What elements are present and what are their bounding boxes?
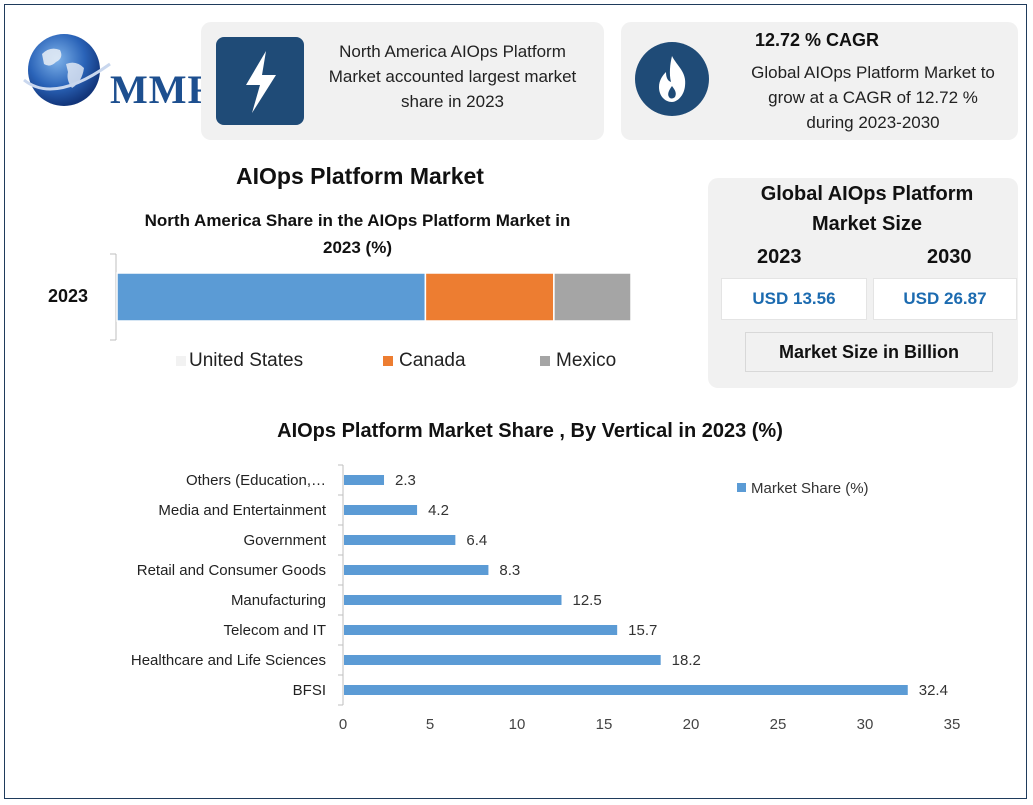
market-size-value-2030: USD 26.87 [873, 278, 1017, 320]
cagr-title: 12.72 % CAGR [755, 30, 880, 50]
legend-label-mexico: Mexico [556, 350, 617, 371]
category-label: BFSI [293, 682, 326, 699]
value-label: 15.7 [628, 622, 657, 639]
category-label: Government [243, 532, 326, 549]
lightning-icon [216, 37, 304, 125]
x-tick-label: 0 [339, 716, 347, 733]
stacked-chart-title: North America Share in the AIOps Platfor… [144, 211, 571, 257]
info-card-text: Global AIOps Platform Market to grow at … [751, 63, 995, 132]
info-card-north-america: North America AIOps Platform Market acco… [201, 22, 604, 140]
market-size-value-2023: USD 13.56 [721, 278, 867, 320]
mmr-logo: MMR [14, 24, 216, 114]
bar [344, 475, 385, 485]
globe-icon [23, 34, 111, 106]
x-tick-label: 35 [944, 716, 961, 733]
bar [344, 535, 456, 545]
category-label: Manufacturing [231, 592, 326, 609]
value-label: 6.4 [466, 532, 487, 549]
info-card-cagr: 12.72 % CAGR Global AIOps Platform Marke… [621, 22, 1018, 140]
market-size-title: Global AIOps Platform Market Size [760, 183, 974, 235]
infographic-frame [4, 4, 1027, 799]
category-label: Healthcare and Life Sciences [131, 652, 326, 669]
x-tick-label: 5 [426, 716, 434, 733]
category-label: Retail and Consumer Goods [137, 562, 326, 579]
value-label: 12.5 [573, 592, 602, 609]
stacked-chart [110, 253, 632, 341]
stacked-chart-category-label: 2023 [48, 286, 89, 306]
category-label: Others (Education,… [186, 472, 326, 489]
x-tick-label: 25 [770, 716, 787, 733]
x-tick-label: 20 [683, 716, 700, 733]
value-label: 8.3 [499, 562, 520, 579]
logo-text: MMR [110, 67, 218, 112]
market-size-year-2030: 2030 [927, 246, 972, 268]
bar [344, 655, 661, 665]
main-title: AIOps Platform Market [236, 163, 484, 189]
value-label: 32.4 [919, 682, 948, 699]
market-size-year-2023: 2023 [757, 246, 802, 268]
value-label: 2.3 [395, 472, 416, 489]
bar [344, 595, 562, 605]
vertical-chart: Others (Education,… Media and Entertainme… [131, 464, 961, 733]
bar [344, 565, 489, 575]
legend-label-canada: Canada [399, 350, 466, 371]
bar [344, 625, 618, 635]
legend-label-united-states: United States [189, 350, 304, 371]
value-label: 18.2 [672, 652, 701, 669]
category-label: Media and Entertainment [158, 502, 326, 519]
market-size-unit-label: Market Size in Billion [745, 332, 993, 372]
x-tick-label: 10 [509, 716, 526, 733]
vertical-chart-title: AIOps Platform Market Share , By Vertica… [277, 420, 783, 442]
legend-swatch-united-states [176, 356, 186, 366]
stacked-bar-mexico [553, 272, 632, 322]
vertical-chart-legend-label: Market Share (%) [751, 480, 869, 497]
flame-icon [635, 42, 709, 116]
info-card-text: North America AIOps Platform Market acco… [328, 42, 577, 111]
stacked-bar-united-states [116, 272, 427, 322]
value-label: 4.2 [428, 502, 449, 519]
legend-swatch-mexico [540, 356, 550, 366]
vertical-chart-legend-swatch [737, 483, 746, 492]
bar [344, 685, 908, 695]
x-tick-label: 30 [857, 716, 874, 733]
bar [344, 505, 418, 515]
legend-swatch-canada [383, 356, 393, 366]
stacked-bar-canada [424, 272, 555, 322]
x-tick-label: 15 [596, 716, 613, 733]
category-label: Telecom and IT [223, 622, 326, 639]
